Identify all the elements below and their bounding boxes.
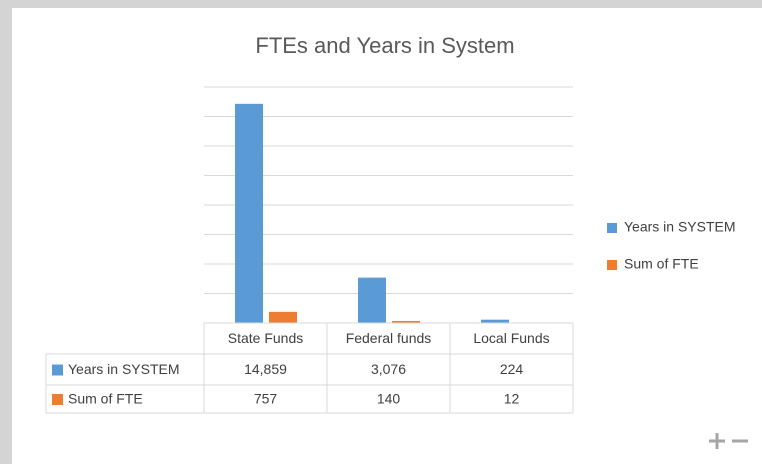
series-label: Sum of FTE — [68, 391, 143, 407]
bar — [481, 319, 509, 323]
category-label: Local Funds — [473, 330, 549, 346]
legend-key — [52, 364, 63, 376]
bar — [235, 103, 263, 324]
legend-key — [52, 394, 63, 405]
bar — [392, 320, 420, 323]
bar — [358, 277, 386, 323]
data-label: 140 — [377, 391, 401, 407]
category-label: Federal funds — [346, 330, 432, 346]
plus-icon — [709, 433, 725, 449]
data-label: 224 — [500, 361, 524, 377]
chart-title: FTEs and Years in System — [255, 33, 514, 58]
legend-label: Sum of FTE — [624, 256, 699, 272]
bar — [269, 311, 297, 323]
data-label: 3,076 — [371, 361, 406, 377]
data-label: 12 — [504, 391, 520, 407]
data-label: 757 — [254, 391, 278, 407]
data-label: 14,859 — [244, 361, 287, 377]
chart-area — [12, 8, 762, 464]
zoom-controls[interactable] — [706, 430, 751, 452]
legend-key — [607, 260, 617, 270]
legend-label: Years in SYSTEM — [624, 219, 736, 235]
category-label: State Funds — [228, 330, 304, 346]
table-cell — [449, 384, 574, 414]
series-label: Years in SYSTEM — [68, 361, 180, 377]
legend-key — [607, 223, 617, 233]
